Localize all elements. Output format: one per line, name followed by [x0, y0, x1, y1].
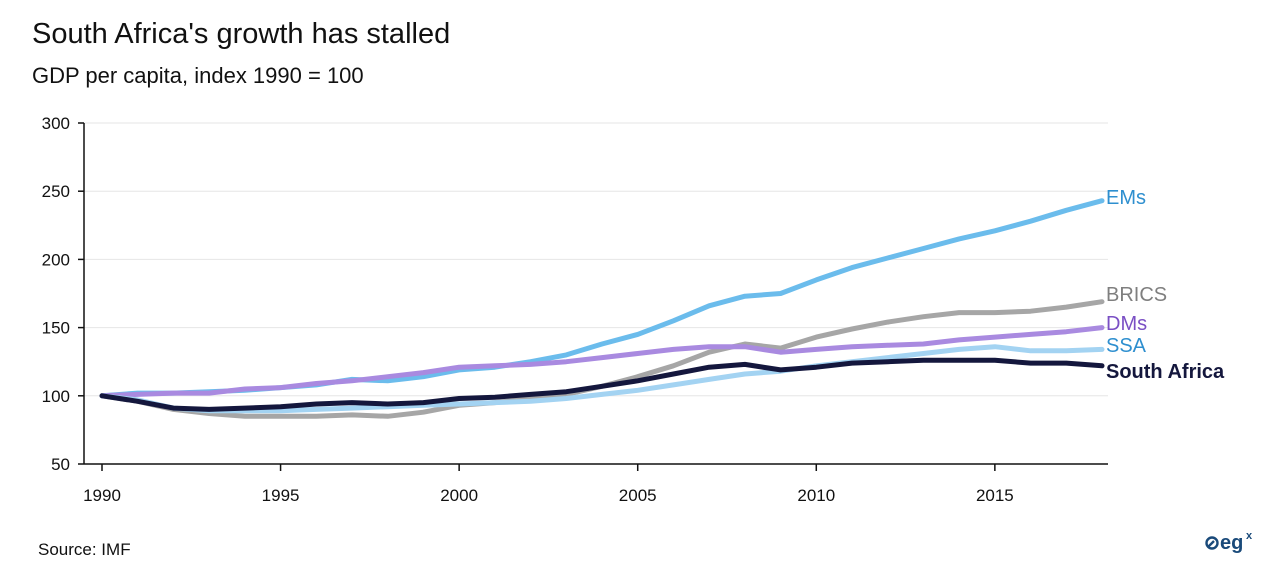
chart-title: South Africa's growth has stalled — [32, 18, 451, 50]
y-tick-labels: 50 100 150 200 250 300 — [42, 114, 70, 474]
series-line-south-africa — [99, 357, 1105, 412]
axes — [78, 122, 1108, 471]
y-tick-label-200: 200 — [42, 250, 70, 269]
series-line-ems — [99, 198, 1105, 399]
x-tick-label-2005: 2005 — [619, 486, 657, 505]
x-tick-label-1995: 1995 — [262, 486, 300, 505]
logo-superscript: x — [1246, 530, 1253, 542]
gridlines — [84, 122, 1108, 397]
series-label-brics: BRICS — [1106, 284, 1167, 306]
x-tick-label-2000: 2000 — [440, 486, 478, 505]
y-tick-label-150: 150 — [42, 319, 70, 338]
y-tick-label-300: 300 — [42, 114, 70, 133]
source-note: Source: IMF — [38, 540, 131, 559]
series-label-ssa: SSA — [1106, 335, 1147, 357]
y-tick-label-50: 50 — [51, 455, 70, 474]
series-label-ems: EMs — [1106, 187, 1146, 209]
x-tick-label-2010: 2010 — [797, 486, 835, 505]
series-line-dms — [99, 325, 1105, 399]
series-line-ssa — [99, 344, 1105, 414]
series-label-dms: DMs — [1106, 313, 1147, 335]
x-tick-label-2015: 2015 — [976, 486, 1014, 505]
x-tick-label-1990: 1990 — [83, 486, 121, 505]
x-tick-labels: 1990 1995 2000 2005 2010 2015 — [83, 486, 1014, 505]
logo-text: eg — [1220, 532, 1243, 554]
y-tick-label-250: 250 — [42, 182, 70, 201]
chart-subtitle: GDP per capita, index 1990 = 100 — [32, 63, 364, 88]
y-tick-label-100: 100 — [42, 387, 70, 406]
series-label-south-africa: South Africa — [1106, 361, 1225, 383]
series-lines — [99, 198, 1105, 419]
egx-logo-icon: eg x — [1205, 530, 1253, 554]
